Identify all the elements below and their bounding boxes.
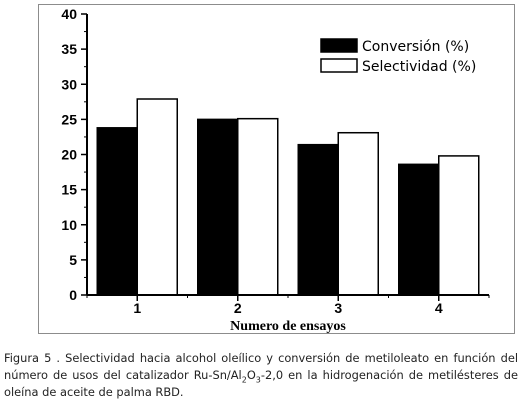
x-tick-label: 1 xyxy=(133,300,141,316)
caption-subscript-2: 2 xyxy=(241,375,247,385)
bar-conversion-2 xyxy=(197,118,239,296)
caption-text-suffix: -2,0 en la hidrogenación de metilésteres… xyxy=(4,368,518,399)
bar-selectividad-1 xyxy=(136,98,178,296)
x-tick-label: 4 xyxy=(435,300,443,316)
y-tick-label: 25 xyxy=(61,111,77,127)
bar-conversion-4 xyxy=(398,163,440,296)
bars-layer xyxy=(96,98,480,296)
bar-selectividad-4 xyxy=(438,155,480,296)
bar-chart: 0 5 10 15 20 25 30 35 40 1 2 3 4 Numero de ensayos C… xyxy=(61,6,490,334)
y-tick-label: 40 xyxy=(61,6,77,22)
x-tick-label: 2 xyxy=(234,300,242,316)
legend-swatch-conversion xyxy=(320,38,358,53)
legend-label-conversion: Conversión (%) xyxy=(362,39,469,55)
legend: Conversión (%) Selectividad (%) xyxy=(320,38,476,75)
y-tick-label: 0 xyxy=(69,287,77,303)
x-tick-label: 3 xyxy=(334,300,342,316)
figure-caption: Figura 5 . Selectividad hacia alcohol ol… xyxy=(4,350,518,401)
caption-text-oxygen: O xyxy=(246,368,256,382)
legend-label-selectividad: Selectividad (%) xyxy=(362,59,476,75)
y-tick-label: 5 xyxy=(69,252,77,268)
bar-conversion-1 xyxy=(96,127,138,296)
bar-conversion-3 xyxy=(297,143,339,296)
caption-text-prefix: Figura 5 . Selectividad hacia alcohol ol… xyxy=(4,351,518,382)
y-tick-label: 15 xyxy=(61,182,77,198)
legend-swatch-selectividad xyxy=(320,58,358,73)
bar-selectividad-2 xyxy=(237,117,279,296)
caption-subscript-3: 3 xyxy=(255,375,261,385)
y-tick-label: 20 xyxy=(61,147,77,163)
x-axis-label: Numero de ensayos xyxy=(230,319,346,334)
bar-selectividad-3 xyxy=(337,131,379,296)
axes-layer: 0 5 10 15 20 25 30 35 40 1 2 3 4 xyxy=(61,6,490,316)
y-tick-label: 35 xyxy=(61,41,77,57)
y-tick-label: 30 xyxy=(61,76,77,92)
y-tick-label: 10 xyxy=(61,217,77,233)
